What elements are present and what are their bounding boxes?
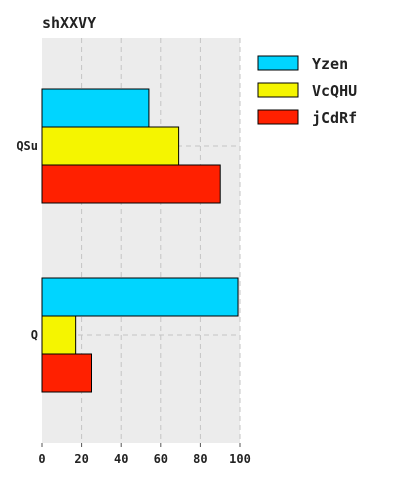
chart-title: shXXVY xyxy=(42,14,96,32)
bar xyxy=(41,126,180,166)
legend-swatch xyxy=(257,82,299,98)
x-tick-label: 40 xyxy=(114,452,128,466)
y-axis-ticks: QSu Q xyxy=(16,139,38,342)
bar xyxy=(41,88,150,128)
bars xyxy=(41,88,239,393)
bar xyxy=(41,353,92,393)
legend-swatch xyxy=(257,55,299,71)
x-tick-label: 20 xyxy=(74,452,88,466)
x-tick-label: 60 xyxy=(154,452,168,466)
x-tick-label: 80 xyxy=(193,452,207,466)
bar xyxy=(41,315,77,355)
x-tick-label: 100 xyxy=(229,452,251,466)
x-axis-ticks: 0 20 40 60 80 100 xyxy=(38,443,251,466)
y-tick-label: QSu xyxy=(16,139,38,153)
bar xyxy=(41,164,221,204)
legend-label: jCdRf xyxy=(312,109,357,127)
legend: Yzen VcQHU jCdRf xyxy=(257,55,357,127)
y-tick-label: Q xyxy=(31,328,38,342)
legend-label: Yzen xyxy=(312,55,348,73)
legend-swatch xyxy=(257,109,299,125)
legend-label: VcQHU xyxy=(312,82,357,100)
x-tick-label: 0 xyxy=(38,452,45,466)
bar xyxy=(41,277,239,317)
